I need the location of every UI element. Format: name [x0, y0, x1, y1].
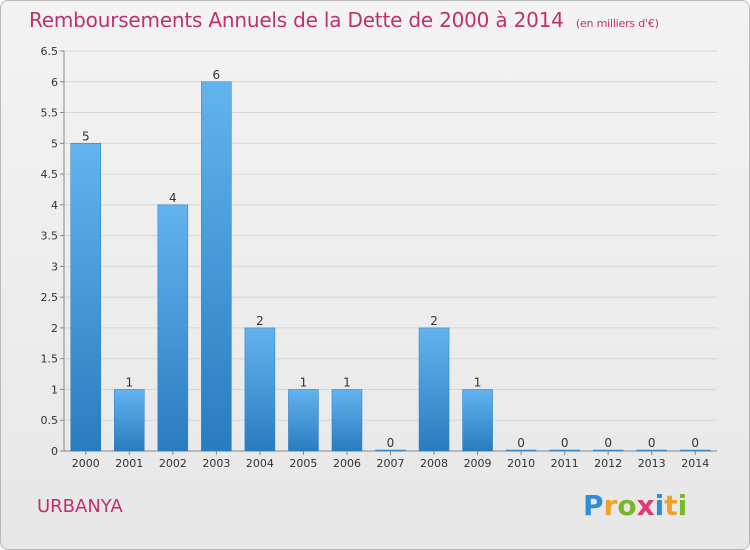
y-tick-label: 2.5	[41, 291, 59, 304]
x-tick-label: 2013	[638, 457, 666, 470]
x-tick-label: 2000	[72, 457, 100, 470]
x-tick-label: 2011	[551, 457, 579, 470]
y-tick-labels: 0 0.5 1 1.5 2 2.5 3 3.5 4 4.5 5 5.5 6 6.5	[41, 45, 59, 458]
bar-2013	[636, 449, 667, 452]
y-tick-label: 4.5	[41, 168, 59, 181]
y-tick-label: 1.5	[41, 353, 59, 366]
x-tick-labels: 2000 2001 2002 2003 2004 2005 2006 2007 2008 2009…	[72, 457, 709, 470]
value-label: 0	[517, 436, 525, 450]
bar-2001	[114, 389, 145, 452]
x-tick-label: 2007	[377, 457, 405, 470]
y-tick-label: 3	[51, 260, 58, 273]
location-name: URBANYA	[37, 496, 123, 517]
bar-2005	[288, 389, 319, 452]
x-tick-label: 2002	[159, 457, 187, 470]
bar-2008	[418, 327, 450, 452]
bar-2007	[375, 449, 406, 452]
value-label: 1	[300, 375, 308, 389]
value-label: 4	[169, 191, 177, 205]
value-labels: 5 1 4 6 2 1 1 0 2 1 0 0 0 0 0	[82, 68, 699, 450]
bar-2006	[331, 389, 363, 452]
x-tick-label: 2001	[115, 457, 143, 470]
logo-letter: r	[603, 489, 618, 522]
bars	[70, 81, 711, 452]
logo-letter: P	[583, 489, 604, 522]
chart-title: Remboursements Annuels de la Dette de 20…	[29, 8, 659, 32]
value-label: 0	[691, 436, 699, 450]
y-tick-label: 3.5	[41, 230, 59, 243]
x-tick-label: 2004	[246, 457, 274, 470]
value-label: 2	[430, 314, 438, 328]
value-label: 1	[125, 375, 133, 389]
chart-unit-label: (en milliers d'€)	[575, 17, 659, 30]
logo-letter: o	[617, 489, 637, 522]
bar-2014	[679, 449, 711, 452]
proxiti-logo: Proxiti	[583, 489, 687, 522]
y-tick-label: 0	[51, 445, 58, 458]
logo-letter: x	[636, 489, 655, 522]
value-label: 0	[648, 436, 656, 450]
y-tick-label: 6.5	[41, 45, 59, 58]
value-label: 1	[343, 375, 351, 389]
chart-title-text: Remboursements Annuels de la Dette de 20…	[29, 8, 564, 32]
logo-letter: t	[664, 489, 678, 522]
x-tick-label: 2012	[594, 457, 622, 470]
bar-2000	[70, 143, 102, 452]
x-tick-label: 2014	[681, 457, 709, 470]
x-tick-label: 2003	[202, 457, 230, 470]
bar-2003	[201, 81, 232, 452]
x-tick-label: 2005	[289, 457, 317, 470]
bar-2004	[244, 327, 276, 452]
value-label: 5	[82, 129, 90, 143]
y-tick-label: 0.5	[41, 414, 59, 427]
value-label: 0	[561, 436, 569, 450]
value-label: 6	[213, 68, 221, 82]
value-label: 2	[256, 314, 264, 328]
y-tick-label: 5	[51, 137, 58, 150]
x-tick-label: 2008	[420, 457, 448, 470]
value-label: 0	[387, 436, 395, 450]
grid-lines	[64, 50, 717, 421]
y-tick-label: 4	[51, 199, 58, 212]
bar-2011	[549, 449, 580, 452]
logo-letter: i	[654, 489, 665, 522]
bar-2012	[592, 449, 624, 452]
bar-2002	[157, 204, 189, 452]
logo-letter: i	[677, 489, 688, 522]
x-tick-label: 2006	[333, 457, 361, 470]
bar-2010	[505, 449, 537, 452]
y-tick-label: 2	[51, 322, 58, 335]
value-label: 0	[604, 436, 612, 450]
y-tick-label: 1	[51, 383, 58, 396]
y-tick-label: 5.5	[41, 107, 59, 120]
bar-2009	[462, 389, 493, 452]
y-tick-label: 6	[51, 76, 58, 89]
value-label: 1	[474, 375, 482, 389]
x-tick-label: 2009	[464, 457, 492, 470]
x-tick-label: 2010	[507, 457, 535, 470]
